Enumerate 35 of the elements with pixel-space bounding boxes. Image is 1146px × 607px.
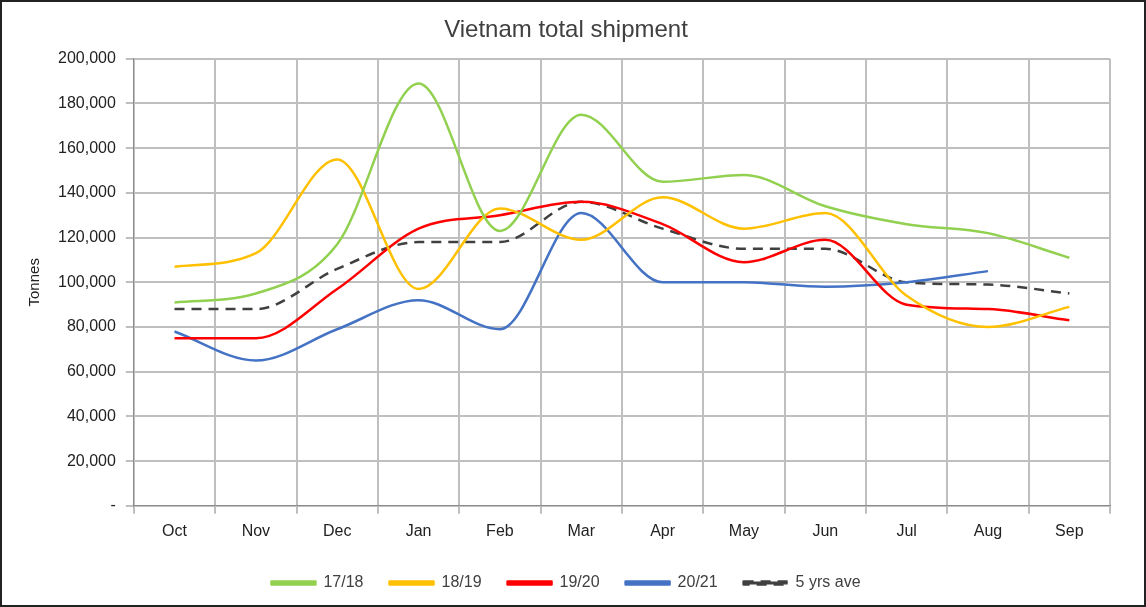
legend-label: 20/21 xyxy=(677,573,718,591)
line-series xyxy=(173,200,1071,340)
y-tick-label: 200,000 xyxy=(57,49,116,67)
y-tick-label: 120,000 xyxy=(57,228,116,246)
line-series xyxy=(173,158,1071,329)
y-tick-label: 20,000 xyxy=(66,451,116,469)
x-tick-label: Feb xyxy=(486,521,514,539)
line-series xyxy=(173,200,1071,311)
chart-title: Vietnam total shipment xyxy=(444,15,689,43)
x-tick-label: Mar xyxy=(567,521,596,539)
y-tick-label: 180,000 xyxy=(57,93,116,111)
x-tick-label: Jan xyxy=(405,521,432,539)
y-tick-label: - xyxy=(110,496,116,514)
y-tick-label: 100,000 xyxy=(57,272,116,290)
x-tick-label: Nov xyxy=(241,521,271,539)
y-tick-label: 140,000 xyxy=(57,183,116,201)
y-axis-title: Tonnes xyxy=(25,258,43,307)
x-tick-label: May xyxy=(728,521,760,539)
y-tick-label: 40,000 xyxy=(66,406,116,424)
legend-label: 18/19 xyxy=(441,573,482,591)
x-tick-label: Jun xyxy=(812,521,839,539)
x-tick-label: Oct xyxy=(162,521,188,539)
x-tick-label: Aug xyxy=(973,521,1003,539)
y-tick-label: 160,000 xyxy=(57,138,116,156)
y-tick-label: 80,000 xyxy=(66,317,116,335)
legend-label: 17/18 xyxy=(323,573,364,591)
x-tick-label: Sep xyxy=(1055,521,1084,539)
legend-label: 5 yrs ave xyxy=(795,573,861,591)
line-series xyxy=(173,82,1071,304)
x-tick-label: Jul xyxy=(896,521,917,539)
x-tick-label: Dec xyxy=(322,521,352,539)
line-series xyxy=(173,211,990,362)
x-tick-label: Apr xyxy=(650,521,676,539)
y-tick-label: 60,000 xyxy=(66,362,116,380)
legend-label: 19/20 xyxy=(559,573,600,591)
